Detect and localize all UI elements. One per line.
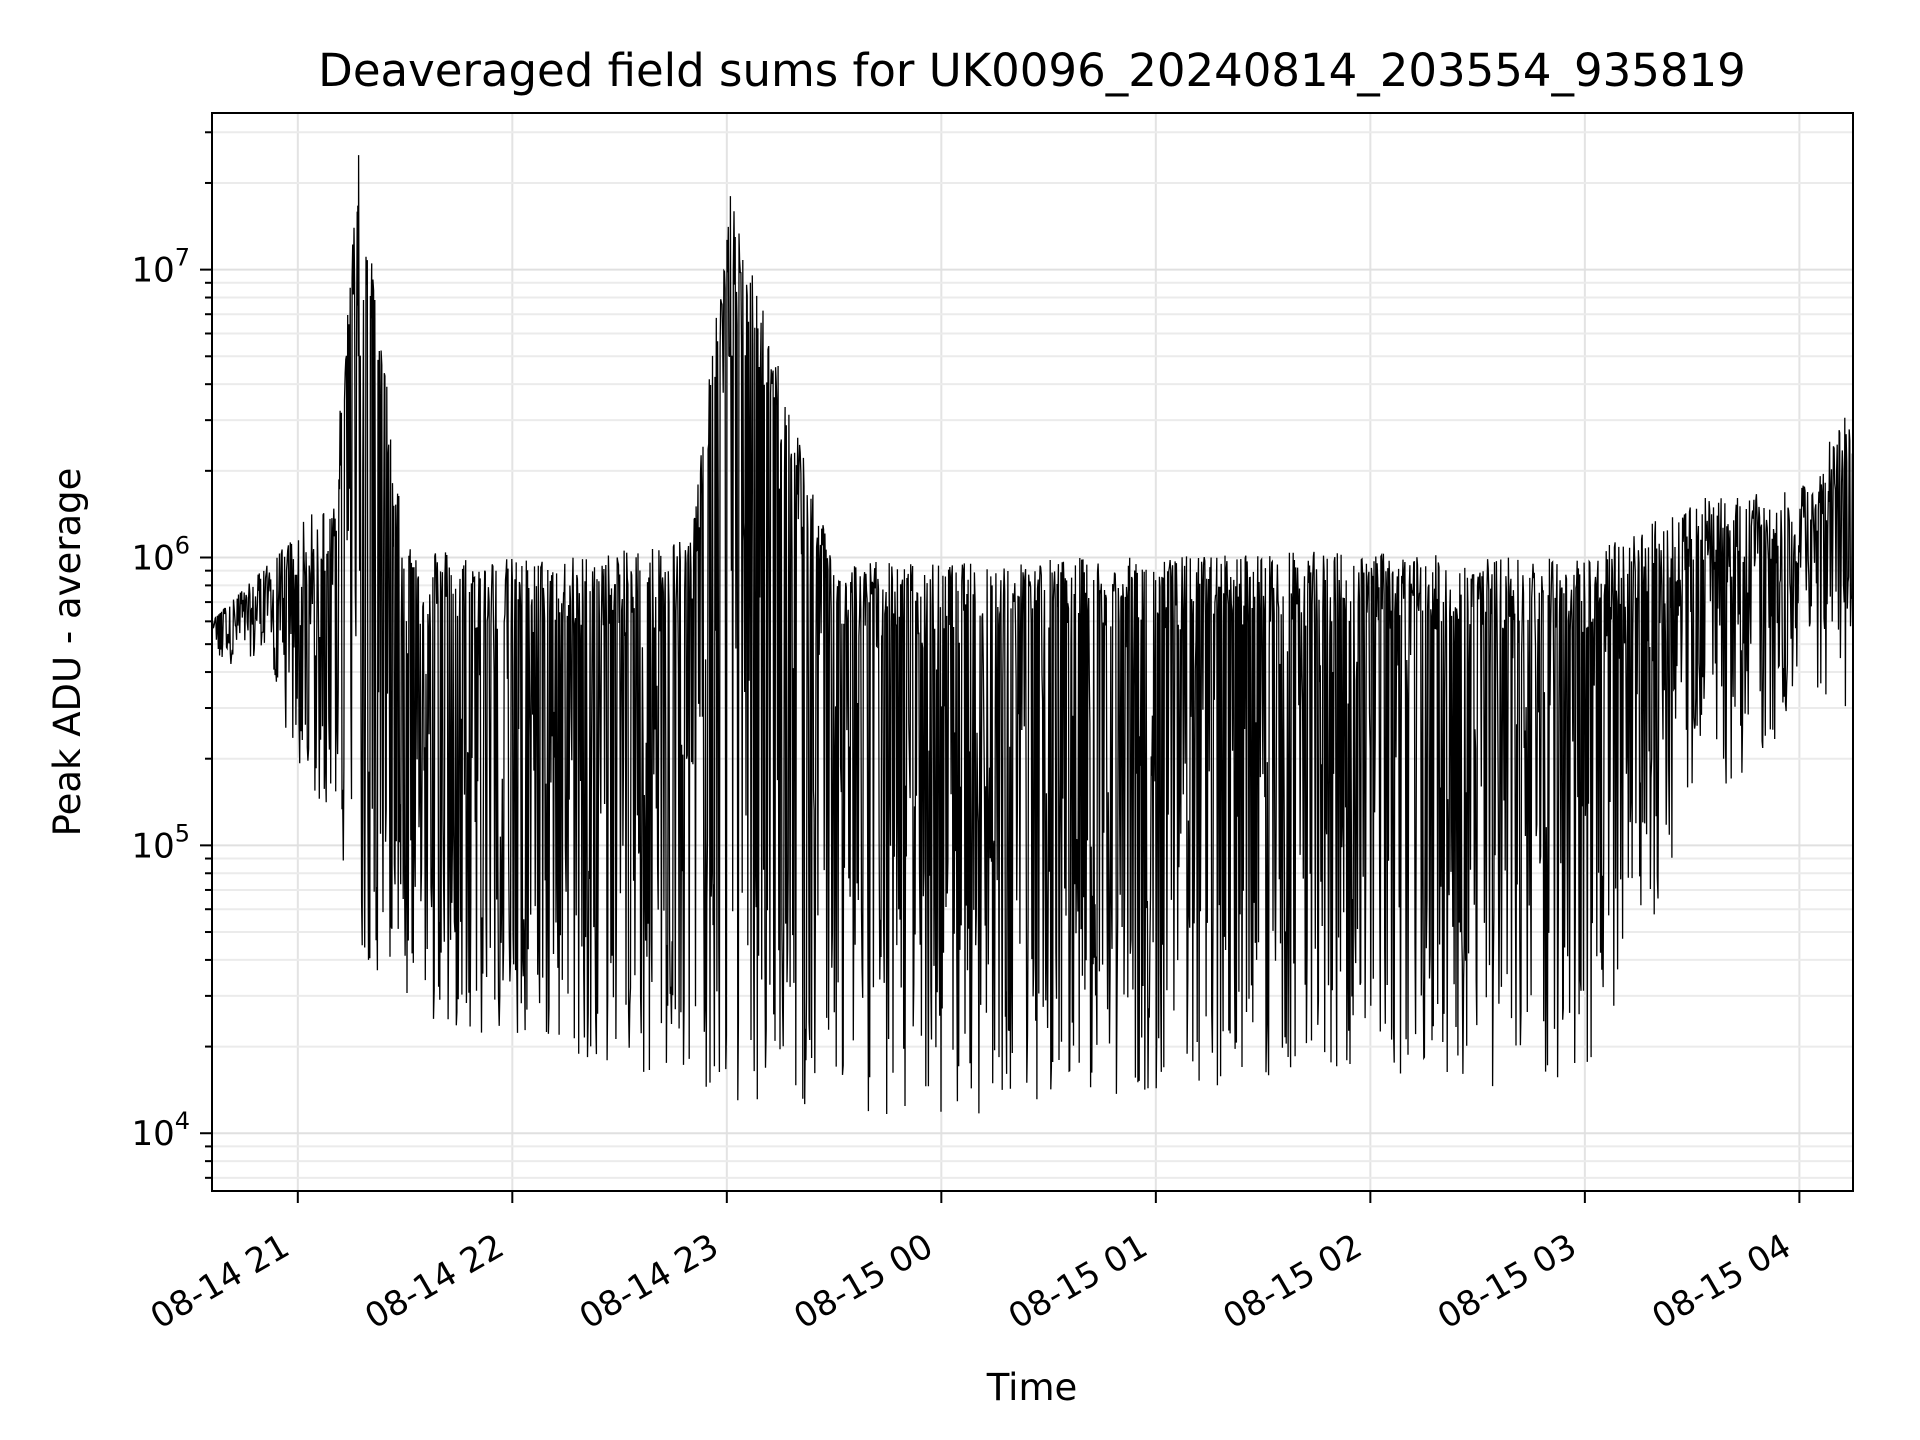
y-axis-label: Peak ADU - average bbox=[46, 468, 89, 837]
plot-area bbox=[211, 155, 1854, 1115]
y-tick-base: 10 bbox=[131, 538, 174, 578]
x-tick-label: 08-15 00 bbox=[787, 1226, 939, 1337]
y-tick-label: 105 bbox=[131, 819, 190, 866]
x-tick-label: 08-14 22 bbox=[358, 1226, 510, 1337]
x-tick-label: 08-14 21 bbox=[144, 1226, 296, 1337]
x-axis: 08-14 21 08-14 22 08-14 23 08-15 00 08-15 01… bbox=[144, 1191, 1801, 1337]
y-tick-exponent: 5 bbox=[175, 819, 190, 847]
series-line bbox=[211, 155, 1854, 1115]
y-tick-label: 107 bbox=[131, 244, 190, 291]
y-tick-label: 104 bbox=[131, 1107, 190, 1154]
x-tick-label: 08-15 04 bbox=[1645, 1226, 1797, 1337]
y-tick-base: 10 bbox=[131, 251, 174, 291]
y-tick-label: 106 bbox=[131, 531, 190, 578]
y-tick-base: 10 bbox=[131, 826, 174, 866]
y-tick-exponent: 6 bbox=[175, 531, 190, 559]
y-tick-exponent: 4 bbox=[175, 1107, 190, 1135]
x-tick-label: 08-15 02 bbox=[1216, 1226, 1368, 1337]
y-tick-base: 10 bbox=[131, 1114, 174, 1154]
chart-title: Deaveraged field sums for UK0096_2024081… bbox=[318, 44, 1746, 97]
y-tick-exponent: 7 bbox=[175, 244, 190, 272]
x-tick-label: 08-15 01 bbox=[1002, 1226, 1154, 1337]
x-tick-label: 08-14 23 bbox=[573, 1226, 725, 1337]
x-tick-label: 08-15 03 bbox=[1431, 1226, 1583, 1337]
plot-frame bbox=[211, 112, 1854, 1192]
x-axis-label: Time bbox=[986, 1366, 1078, 1409]
